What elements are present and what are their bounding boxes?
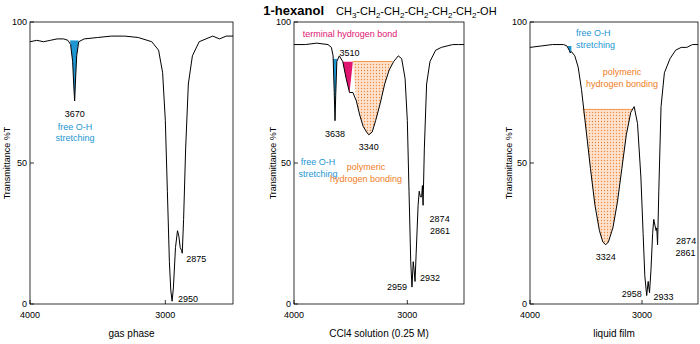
formula-part: -OH [476, 5, 496, 17]
formula-part: -CH [404, 5, 424, 17]
peak-label: 3638 [325, 129, 345, 139]
y-tick-label: 0 [286, 299, 291, 309]
x-axis-title: gas phase [108, 328, 155, 339]
formula-part: -CH [428, 5, 448, 17]
plot-area [294, 43, 464, 287]
peak-label: 3510 [340, 48, 360, 58]
y-axis-title: Transmittance %T [268, 126, 278, 199]
x-tick [30, 300, 31, 304]
x-tick [530, 300, 531, 304]
peak-label: 2933 [654, 292, 674, 302]
y-tick [294, 304, 298, 305]
y-tick [530, 22, 534, 23]
y-tick [30, 22, 34, 23]
peak-label: 2874 [676, 236, 696, 246]
y-tick-label: 100 [12, 17, 27, 27]
x-tick-label: 3000 [155, 310, 175, 320]
x-tick-label: 3000 [397, 310, 417, 320]
formula-part: CH [336, 5, 352, 17]
band-fill [583, 109, 633, 244]
title: 1-hexanol [263, 3, 324, 18]
y-tick-label: 100 [512, 17, 527, 27]
y-tick-label: 0 [522, 299, 527, 309]
x-tick [407, 300, 408, 304]
y-tick [530, 304, 534, 305]
y-tick-label: 50 [281, 158, 291, 168]
peak-label: 2875 [186, 254, 206, 264]
y-tick [294, 163, 298, 164]
band-label: free O-H [301, 157, 336, 167]
peak-label: 2861 [430, 226, 450, 236]
plot-frame [30, 22, 233, 304]
y-tick [530, 163, 534, 164]
y-axis-title: Transmittance %T [2, 126, 12, 199]
plot-frame [530, 22, 698, 304]
x-tick [642, 300, 643, 304]
y-axis-title: Transmittance %T [504, 126, 514, 199]
panel: 0 50 100 4000 3000 Transmittance %T gas phase f… [2, 17, 233, 339]
y-tick-label: 0 [22, 299, 27, 309]
formula-part: -CH [380, 5, 400, 17]
panel: 0 50 100 4000 3000 Transmittance %T CCl4 solut… [268, 17, 464, 339]
x-tick-label: 4000 [284, 310, 304, 320]
peak-label: 3670 [65, 109, 85, 119]
panel: 0 50 100 4000 3000 Transmittance %T liquid fil… [504, 17, 698, 339]
x-axis-title: CCl4 solution (0.25 M) [329, 328, 428, 339]
peak-label: 2958 [622, 289, 642, 299]
band-label: hydrogen bonding [586, 79, 658, 89]
y-tick [30, 304, 34, 305]
y-tick-label: 50 [17, 158, 27, 168]
band-label: polymeric [347, 162, 386, 172]
x-tick-label: 3000 [632, 310, 652, 320]
figure: 1-hexanol CH3-CH2-CH2-CH2-CH2-CH2-OH 0 50 10… [0, 0, 700, 344]
spectrum-line [294, 43, 464, 287]
peak-label: 2874 [430, 214, 450, 224]
peak-label: 2932 [420, 273, 440, 283]
y-tick-label: 50 [517, 158, 527, 168]
formula: CH3-CH2-CH2-CH2-CH2-CH2-OH [336, 5, 497, 20]
spectrum-line [530, 45, 698, 296]
band-label: polymeric [603, 67, 642, 77]
x-tick-label: 4000 [520, 310, 540, 320]
band-label: terminal hydrogen bond [303, 29, 398, 39]
x-tick [294, 300, 295, 304]
peak-label: 3340 [359, 142, 379, 152]
formula-part: -CH [452, 5, 472, 17]
band-baseline [583, 109, 633, 110]
y-tick [30, 163, 34, 164]
band-label: stretching [576, 40, 615, 50]
plot-frame [294, 22, 464, 304]
peak-label: 3324 [596, 252, 616, 262]
plot-area [530, 45, 698, 296]
y-tick [294, 22, 298, 23]
x-tick [165, 300, 166, 304]
band-baseline [353, 61, 393, 62]
spectrum-line [30, 36, 233, 301]
band-fill [353, 61, 393, 134]
y-tick-label: 100 [276, 17, 291, 27]
band-label: stretching [55, 133, 94, 143]
peak-label: 2959 [387, 282, 407, 292]
band-label: free O-H [58, 122, 93, 132]
band-group [353, 61, 393, 134]
band-group [583, 109, 633, 244]
band-label: hydrogen bonding [330, 174, 402, 184]
formula-part: -CH [356, 5, 376, 17]
peak-label: 2950 [178, 294, 198, 304]
x-axis-title: liquid film [593, 328, 635, 339]
plot-area [30, 36, 233, 301]
peak-label: 2861 [676, 248, 696, 258]
x-tick-label: 4000 [20, 310, 40, 320]
band-label: free O-H [576, 28, 611, 38]
